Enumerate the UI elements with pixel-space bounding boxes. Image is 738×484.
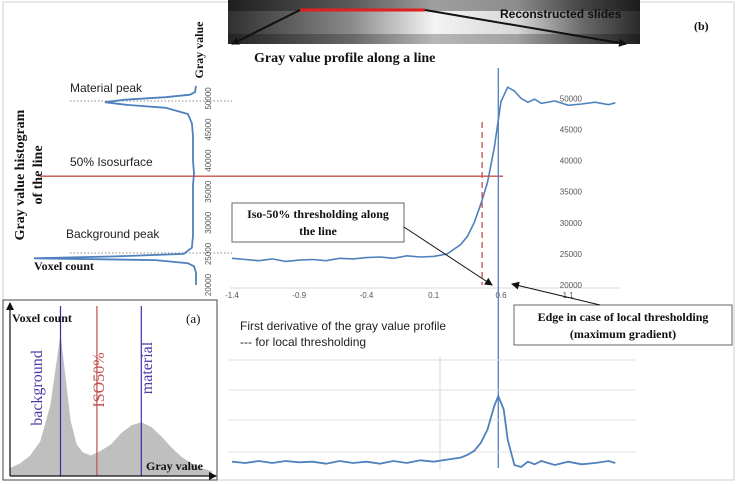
gray-value-histogram-line (33, 85, 197, 285)
profile-y-tick-label: 35000 (560, 188, 583, 197)
iso-threshold-callout-2: the line (299, 224, 337, 238)
gray-value-tick-label: 20000 (204, 273, 213, 296)
iso-threshold-callout (231, 202, 405, 243)
profile-y-tick-label: 30000 (560, 219, 583, 228)
gray-value-tick-label: 40000 (204, 149, 213, 172)
background-label: background (29, 350, 46, 426)
profile-x-tick-label: 1.1 (563, 291, 575, 300)
panel-a-label: (a) (186, 311, 200, 326)
first-derivative-line (231, 393, 616, 468)
material-peak-label: Material peak (70, 81, 143, 95)
profile-x-tick-label: -1.4 (225, 291, 239, 300)
gray-value-profile-line (231, 86, 616, 263)
profile-y-tick-label: 25000 (560, 250, 583, 259)
profile-x-tick-label: 0.1 (428, 291, 440, 300)
derivative-title-2: --- for local thresholding (240, 335, 366, 349)
edge-callout-1: Edge in case of local thresholding (538, 310, 709, 324)
isosurface-label: 50% Isosurface (70, 155, 153, 169)
profile-y-tick-label: 20000 (560, 281, 583, 290)
profile-x-tick-label: 0.6 (495, 291, 507, 300)
iso-callout-arrow (403, 226, 493, 286)
edge-callout-arrow (511, 281, 601, 306)
iso-threshold-callout-1: Iso-50% thresholding along (247, 207, 389, 221)
panel-a: Voxel count (a) Gray value background IS… (2, 299, 218, 481)
iso50-label: ISO50% (91, 352, 108, 407)
profile-x-tick-label: -0.4 (360, 291, 374, 300)
derivative-title-1: First derivative of the gray value profi… (240, 319, 446, 333)
slide-label: Reconstructed slides (500, 7, 622, 21)
profile-y-tick-label: 50000 (560, 94, 583, 103)
edge-callout-2: (maximum gradient) (570, 327, 676, 341)
panel-b-label: (b) (694, 19, 709, 33)
panel-a-gray-value: Gray value (146, 459, 204, 473)
derivative-chart (228, 356, 636, 470)
expand-arrow-right (424, 9, 627, 47)
profile-y-tick-label: 40000 (560, 157, 583, 166)
gray-value-tick-label: 45000 (204, 118, 213, 141)
expand-arrow-left (231, 9, 301, 45)
histogram-axis-title-1: Gray value histogram (13, 109, 28, 240)
gray-value-tick-label: 25000 (204, 242, 213, 265)
gray-value-axis-label: Gray value (192, 21, 206, 79)
profile-title: Gray value profile along a line (254, 51, 435, 66)
material-label: material (139, 341, 156, 394)
histogram-axis-title-2: of the line (31, 145, 46, 204)
gray-value-tick-label: 35000 (204, 180, 213, 203)
profile-chart: 20000 20000 25000 25000 30000 30000 35000 35000… (33, 85, 620, 300)
gray-value-tick-label: 30000 (204, 211, 213, 234)
edge-callout (513, 304, 733, 346)
profile-x-tick-label: -0.9 (292, 291, 306, 300)
gray-value-tick-label: 50000 (204, 87, 213, 110)
voxel-count-label: Voxel count (34, 259, 94, 273)
profile-y-tick-label: 45000 (560, 126, 583, 135)
background-peak-label: Background peak (66, 227, 160, 241)
reconstructed-slide (228, 0, 640, 44)
panel-a-voxel-count: Voxel count (12, 311, 72, 325)
